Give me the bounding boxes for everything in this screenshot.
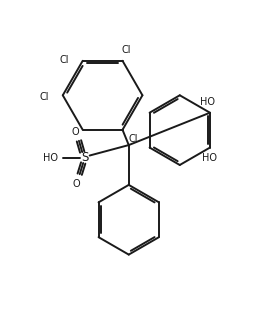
Text: Cl: Cl [121,46,131,55]
Text: HO: HO [43,152,58,162]
Text: O: O [72,179,80,189]
Text: Cl: Cl [39,92,49,101]
Text: Cl: Cl [59,55,69,65]
Text: HO: HO [199,97,214,107]
Text: HO: HO [202,153,217,163]
Text: S: S [81,151,89,164]
Text: Cl: Cl [128,134,138,144]
Text: O: O [71,127,79,137]
